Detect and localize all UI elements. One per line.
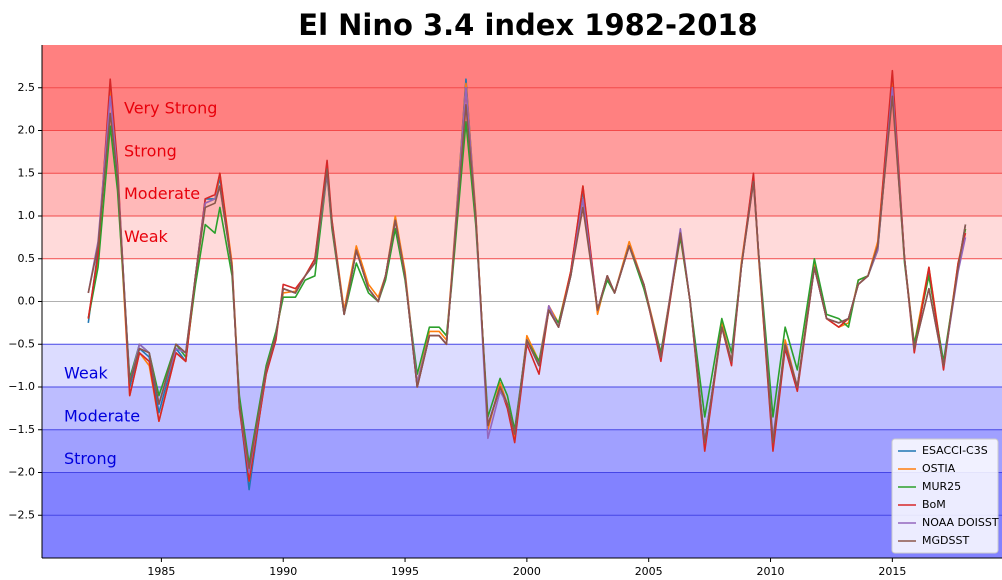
y-tick-label: 2.5: [18, 81, 36, 94]
axes: −2.5 −2.0 −1.5 −1.0 −0.5 0.0 0.5 1.0 1.5 2.0 2.5 19…: [8, 45, 1002, 578]
band: [42, 387, 1002, 430]
y-tick-label: 1.0: [18, 209, 36, 222]
y-tick-label: −0.5: [8, 337, 35, 350]
bands: Very Strong Strong Moderate Weak Weak Moderat…: [42, 45, 1002, 558]
x-tick-label: 1990: [269, 565, 297, 578]
legend: ESACCI-C3S OSTIA MUR25 BoM NOAA DOISST MGDSST: [891, 438, 999, 554]
y-tick-label: 0.0: [18, 295, 36, 308]
legend-label: MGDSST: [922, 534, 969, 547]
legend-label: ESACCI-C3S: [922, 444, 988, 457]
band-label: Moderate: [64, 406, 140, 425]
band-label: Weak: [124, 227, 169, 246]
series-line: [87, 86, 967, 465]
band-label: Moderate: [124, 184, 200, 203]
x-tick-label: 2005: [635, 565, 663, 578]
legend-box: [891, 438, 999, 554]
x-tick-label: 2010: [757, 565, 785, 578]
band: [42, 216, 1002, 259]
legend-label: BoM: [922, 498, 946, 511]
band-label: Very Strong: [124, 99, 217, 118]
y-tick-label: 1.5: [18, 166, 36, 179]
x-tick-label: 1995: [391, 565, 419, 578]
band: [42, 173, 1002, 216]
y-tick-label: −1.0: [8, 380, 35, 393]
x-tick-label: 2015: [878, 565, 906, 578]
chart-title: El Nino 3.4 index 1982-2018: [298, 8, 757, 42]
lines: [87, 69, 967, 491]
y-tick-label: 2.0: [18, 124, 36, 137]
y-tick-label: 0.5: [18, 252, 36, 265]
band-label: Strong: [64, 449, 117, 468]
legend-label: NOAA DOISST: [922, 516, 999, 529]
legend-label: OSTIA: [922, 462, 956, 475]
band-label: Weak: [64, 364, 109, 383]
y-tick-label: −2.5: [8, 508, 35, 521]
x-tick-label: 1985: [147, 565, 175, 578]
band: [42, 429, 1002, 473]
band-label: Strong: [124, 141, 177, 160]
y-tick-label: −2.0: [8, 466, 35, 479]
legend-label: MUR25: [922, 480, 961, 493]
band: [42, 130, 1002, 174]
y-tick-label: −1.5: [8, 423, 35, 436]
series-line: [87, 95, 967, 470]
x-tick-label: 2000: [513, 565, 541, 578]
